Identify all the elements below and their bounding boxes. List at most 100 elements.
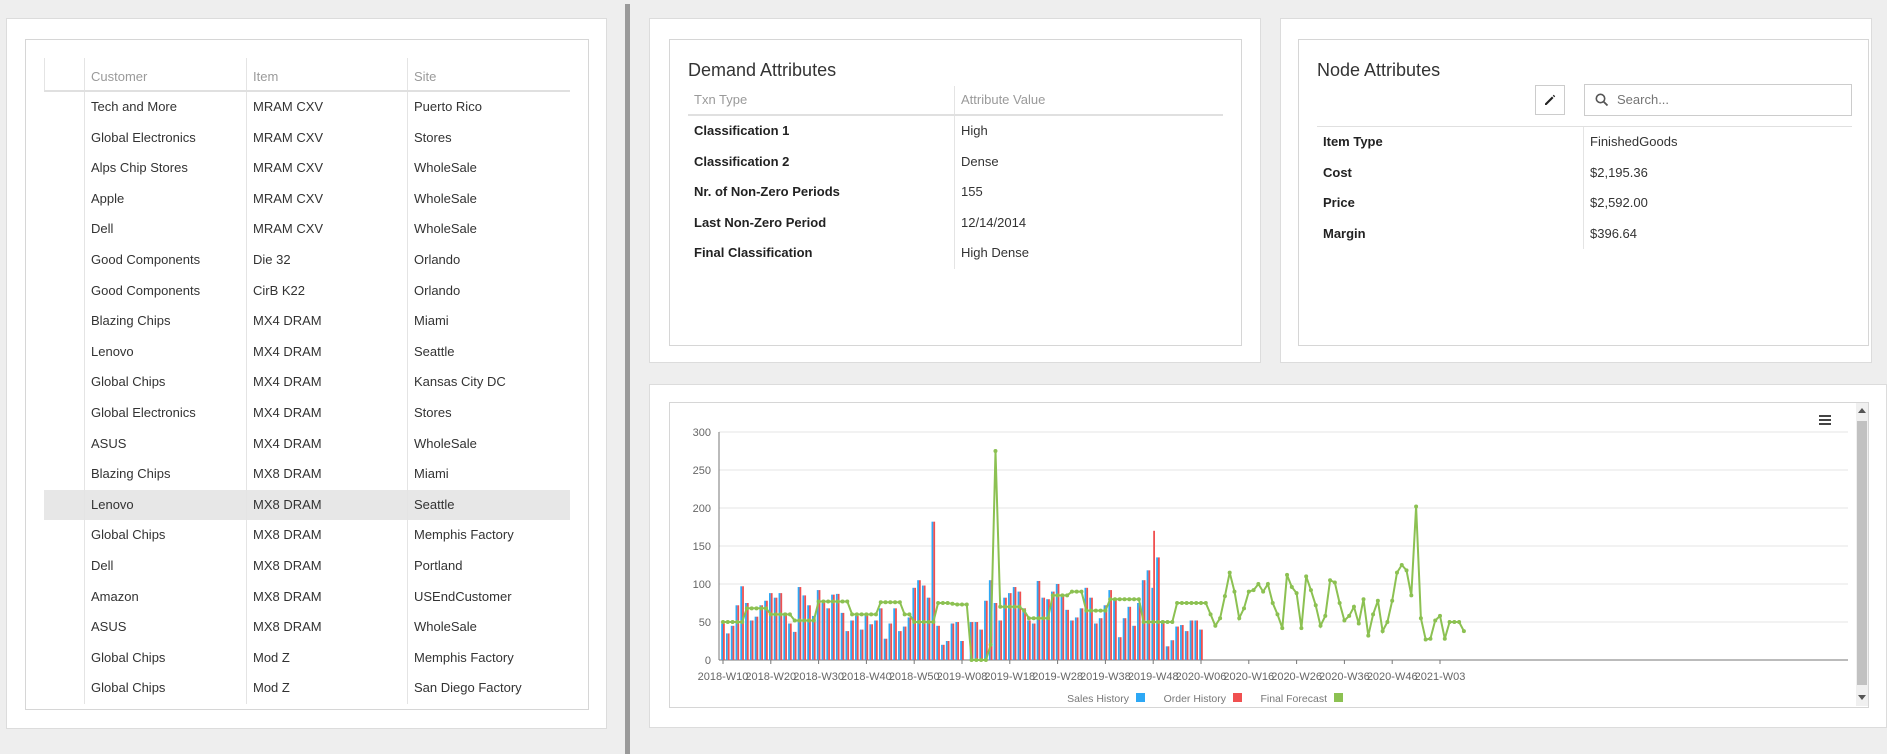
- sales-bar: [859, 629, 862, 660]
- table-row[interactable]: ASUS MX4 DRAM WholeSale: [44, 428, 570, 460]
- grid-cell-item: MRAM CXV: [246, 122, 407, 154]
- table-row[interactable]: Global Chips Mod Z Memphis Factory: [44, 642, 570, 674]
- table-row[interactable]: Global Chips MX4 DRAM Kansas City DC: [44, 367, 570, 398]
- table-row[interactable]: Alps Chip Stores MRAM CXV WholeSale: [44, 153, 570, 184]
- panel-splitter[interactable]: [625, 4, 630, 754]
- table-row[interactable]: Dell MX8 DRAM Portland: [44, 550, 570, 582]
- sales-bar: [950, 623, 953, 660]
- order-bar: [837, 593, 840, 660]
- table-row[interactable]: Amazon MX8 DRAM USEndCustomer: [44, 581, 570, 613]
- forecast-point: [1246, 589, 1251, 594]
- legend-swatch: [1334, 693, 1343, 702]
- edit-button[interactable]: [1535, 85, 1565, 115]
- grid-cell-site: WholeSale: [407, 153, 570, 184]
- table-row[interactable]: Global Electronics MRAM CXV Stores: [44, 122, 570, 154]
- order-bar: [1091, 597, 1093, 660]
- x-tick-label: 2018-W20: [745, 671, 796, 683]
- sales-bar: [1194, 620, 1197, 660]
- sales-bar: [845, 631, 848, 660]
- sales-bar: [802, 595, 805, 660]
- order-bar: [1086, 587, 1089, 660]
- table-row[interactable]: Good Components Die 32 Orlando: [44, 244, 570, 276]
- grid-cell-item: MX8 DRAM: [246, 612, 407, 643]
- grid-cell-item: Die 32: [246, 244, 407, 276]
- sales-bar: [1051, 591, 1053, 660]
- grid-cell-item: MX4 DRAM: [246, 428, 407, 460]
- scroll-up-arrow-icon[interactable]: [1858, 407, 1866, 413]
- grid-cell-item: MX8 DRAM: [246, 550, 407, 582]
- table-row[interactable]: Blazing Chips MX8 DRAM Miami: [44, 459, 570, 490]
- x-tick-label: 2019-W28: [1032, 671, 1083, 683]
- table-row[interactable]: Lenovo MX4 DRAM Seattle: [44, 336, 570, 368]
- order-bar: [794, 631, 797, 660]
- hamburger-line[interactable]: [1819, 419, 1831, 421]
- pencil-icon: [1545, 94, 1556, 105]
- table-row[interactable]: Apple MRAM CXV WholeSale: [44, 183, 570, 215]
- sales-bar: [1189, 620, 1192, 660]
- grid-cell-customer: Dell: [84, 550, 246, 582]
- order-bar: [1052, 591, 1055, 660]
- column-header-attribute-value[interactable]: Attribute Value: [954, 86, 1045, 114]
- order-bar: [1134, 625, 1136, 660]
- sales-bar: [1146, 570, 1149, 660]
- order-bar: [861, 629, 864, 660]
- scroll-down-arrow-icon[interactable]: [1858, 695, 1866, 701]
- grid-cell-customer: Alps Chip Stores: [84, 153, 246, 184]
- order-bar: [899, 631, 902, 660]
- forecast-point: [960, 602, 964, 607]
- table-row[interactable]: ASUS MX8 DRAM WholeSale: [44, 612, 570, 643]
- attribute-name: Final Classification: [694, 245, 813, 260]
- forecast-point: [1375, 598, 1380, 603]
- column-header-item[interactable]: Item: [246, 58, 407, 90]
- forecast-point: [1438, 613, 1442, 618]
- table-row[interactable]: Dell MRAM CXV WholeSale: [44, 214, 570, 245]
- chart-scrollbar[interactable]: [1856, 403, 1868, 706]
- forecast-point: [1007, 604, 1012, 609]
- forecast-point: [792, 618, 797, 623]
- table-row[interactable]: Tech and More MRAM CXV Puerto Rico: [44, 92, 570, 123]
- x-tick-label: 2020-W06: [1176, 671, 1227, 683]
- grid-cell-item: MX8 DRAM: [246, 520, 407, 551]
- grid-cell-customer: Global Chips: [84, 520, 246, 551]
- table-row[interactable]: Blazing Chips MX4 DRAM Miami: [44, 306, 570, 337]
- forecast-point: [783, 612, 788, 617]
- column-header-customer[interactable]: Customer: [84, 58, 246, 90]
- customer-grid-body[interactable]: Tech and More MRAM CXV Puerto Rico Global E…: [44, 92, 570, 731]
- grid-cell-customer: ASUS: [84, 428, 246, 460]
- forecast-point: [749, 606, 754, 611]
- sales-bar: [754, 616, 757, 660]
- sales-bar: [749, 620, 752, 660]
- forecast-point: [1452, 620, 1457, 624]
- grid-cell-spacer: [44, 276, 84, 307]
- hamburger-line[interactable]: [1819, 423, 1831, 425]
- hamburger-line[interactable]: [1819, 415, 1831, 417]
- forecast-point: [869, 612, 874, 617]
- grid-cell-site: Stores: [407, 122, 570, 154]
- search-input[interactable]: [1615, 91, 1839, 108]
- forecast-point: [721, 620, 725, 624]
- sales-bar: [792, 631, 795, 660]
- grid-cell-item: MX8 DRAM: [246, 581, 407, 613]
- column-header-site[interactable]: Site: [407, 58, 570, 90]
- column-header-txn-type[interactable]: Txn Type: [694, 92, 748, 107]
- table-row[interactable]: Global Chips MX8 DRAM Memphis Factory: [44, 520, 570, 551]
- sales-bar: [1108, 590, 1111, 660]
- table-row[interactable]: Global Electronics MX4 DRAM Stores: [44, 397, 570, 429]
- search-box[interactable]: [1584, 84, 1852, 116]
- order-bar: [933, 521, 936, 660]
- hamburger-icon[interactable]: [1819, 415, 1831, 425]
- table-row[interactable]: Global Chips Mod Z San Diego Factory: [44, 673, 570, 704]
- table-row[interactable]: Good Components CirB K22 Orlando: [44, 275, 570, 307]
- forecast-point: [902, 612, 907, 617]
- forecast-point: [1112, 597, 1117, 602]
- order-bar: [947, 641, 950, 660]
- sales-bar: [1070, 620, 1072, 660]
- forecast-point: [821, 599, 826, 604]
- table-row[interactable]: Lenovo MX8 DRAM Seattle: [44, 489, 570, 521]
- chart-scrollbar-thumb[interactable]: [1857, 421, 1867, 685]
- sales-bar: [1055, 584, 1058, 660]
- grid-cell-spacer: [44, 337, 84, 368]
- forecast-point: [1041, 616, 1046, 621]
- order-bar: [909, 617, 912, 660]
- x-tick-label: 2020-W46: [1367, 671, 1418, 683]
